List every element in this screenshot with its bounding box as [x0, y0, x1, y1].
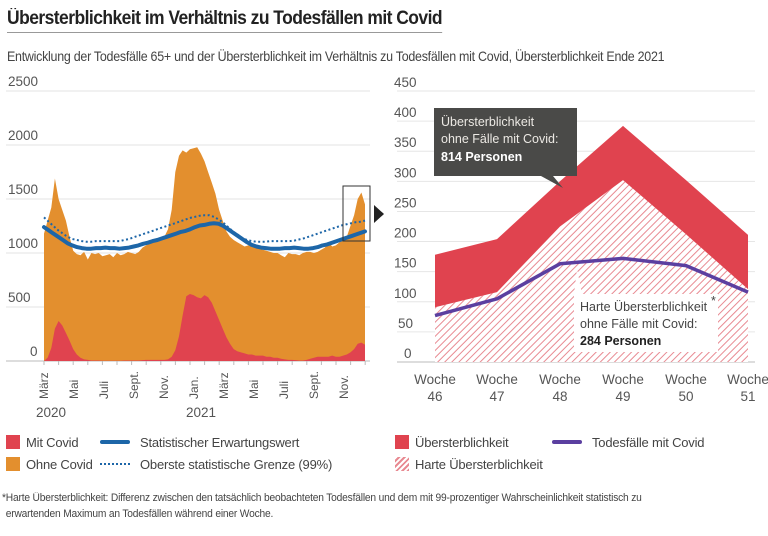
line-todesfaelle-mit-covid — [434, 256, 749, 318]
y-tick-label: 350 — [394, 135, 417, 150]
annotation-text: Übersterblichkeit — [441, 115, 535, 129]
annotation-value: 284 Personen — [580, 334, 661, 348]
footnote-line-1: *Harte Übersterblichkeit: Differenz zwis… — [2, 492, 642, 504]
legend-label: Oberste statistische Grenze (99%) — [140, 457, 333, 472]
y-tick-label: 2000 — [8, 128, 38, 143]
x-tick-label: 50 — [678, 389, 693, 404]
x-tick-label: März — [217, 372, 231, 399]
y-tick-label: 50 — [398, 316, 413, 331]
x-tick-label: Woche — [665, 372, 707, 387]
x-tick-label: Mai — [247, 380, 261, 399]
legend-line-grenze — [100, 463, 130, 465]
y-tick-label: 2500 — [8, 74, 38, 89]
legend-label: Todesfälle mit Covid — [592, 435, 705, 450]
x-tick-label: 48 — [552, 389, 567, 404]
legend-label: Mit Covid — [26, 435, 79, 450]
y-tick-label: 150 — [394, 256, 417, 271]
legend-item-mit-covid: Mit Covid — [6, 435, 79, 450]
area-mit-covid — [44, 294, 365, 361]
area-ohne-covid — [44, 147, 365, 361]
x-tick-label: Jan. — [187, 376, 201, 399]
annotation-text: ohne Fälle mit Covid: — [580, 317, 697, 331]
annotation-box-light — [574, 269, 718, 352]
x-tick-label: 46 — [427, 389, 442, 404]
y-tick-label: 1000 — [8, 236, 38, 251]
legend-swatch-uebersterblichkeit — [395, 435, 409, 449]
annotation-text: Harte Übersterblichkeit — [580, 300, 708, 314]
y-tick-label: 1500 — [8, 182, 38, 197]
x-tick-label: Mai — [67, 380, 81, 399]
year-label: 2021 — [186, 405, 216, 420]
chart-subtitle: Entwicklung der Todesfälle 65+ und der Ü… — [7, 48, 665, 64]
legend-swatch-hatch — [395, 457, 409, 471]
area-uebersterblichkeit — [435, 125, 748, 308]
x-tick-label: 47 — [489, 389, 504, 404]
y-tick-label: 200 — [394, 226, 417, 241]
legend-swatch-ohne-covid — [6, 457, 20, 471]
line-erwartungswert — [42, 221, 367, 251]
x-tick-label: Woche — [602, 372, 644, 387]
x-tick-label: März — [37, 372, 51, 399]
line-oberste-grenze — [43, 214, 366, 243]
y-tick-label: 500 — [8, 290, 31, 305]
x-tick-label: Nov. — [337, 375, 351, 399]
chart-title: Übersterblichkeit im Verhältnis zu Todes… — [7, 8, 443, 33]
legend-label: Harte Übersterblichkeit — [415, 457, 543, 472]
y-tick-label: 300 — [394, 165, 417, 180]
legend-label: Ohne Covid — [26, 457, 93, 472]
arrow-right-icon — [374, 205, 384, 223]
x-tick-label: Woche — [414, 372, 456, 387]
legend-label: Statistischer Erwartungswert — [140, 435, 300, 450]
y-tick-label: 400 — [394, 105, 417, 120]
footnote: *Harte Übersterblichkeit: Differenz zwis… — [2, 490, 709, 522]
x-tick-label: 49 — [615, 389, 630, 404]
legend-swatch-mit-covid — [6, 435, 20, 449]
legend-item-ohne-covid: Ohne Covid — [6, 457, 93, 472]
legend-item-uebersterblichkeit: Übersterblichkeit — [395, 435, 509, 450]
zoom-highlight-box — [342, 185, 371, 242]
legend-item-grenze: Oberste statistische Grenze (99%) — [100, 457, 332, 472]
legend-line-erwartungswert — [100, 440, 130, 444]
right-chart: 0 50 100 150 200 250 300 350 400 450 Woche 46 Woche 4… — [394, 75, 768, 404]
x-tick-label: Woche — [727, 372, 768, 387]
footnote-marker: * — [711, 294, 716, 308]
legend-item-covid-line: Todesfälle mit Covid — [552, 435, 705, 450]
x-tick-label: Juli — [97, 381, 111, 399]
annotation-text: ohne Fälle mit Covid: — [441, 132, 558, 146]
y-tick-label: 450 — [394, 75, 417, 90]
x-tick-label: Juli — [277, 381, 291, 399]
x-tick-label: Sept. — [127, 371, 141, 399]
y-tick-label: 0 — [30, 344, 38, 359]
legend-item-harte-uebersterblichkeit: Harte Übersterblichkeit — [395, 457, 543, 472]
x-tick-label: Woche — [539, 372, 581, 387]
footnote-line-2: erwartenden Maximum an Todesfällen währe… — [5, 508, 274, 520]
year-label: 2020 — [36, 405, 66, 420]
annotation-box-dark — [434, 108, 577, 188]
legend-item-erwartungswert: Statistischer Erwartungswert — [100, 435, 299, 450]
y-tick-label: 0 — [404, 346, 412, 361]
x-tick-label: 51 — [740, 389, 755, 404]
x-tick-label: Nov. — [157, 375, 171, 399]
y-tick-label: 100 — [394, 286, 417, 301]
x-tick-label: Sept. — [307, 371, 321, 399]
y-tick-label: 250 — [394, 195, 417, 210]
left-chart: 0 500 1000 1500 2000 2500 März Mai Juli Sept. Nov.… — [6, 74, 384, 420]
legend-label: Übersterblichkeit — [415, 435, 509, 450]
x-tick-label: Woche — [476, 372, 518, 387]
annotation-value: 814 Personen — [441, 150, 522, 164]
legend-line-covid — [552, 440, 582, 444]
